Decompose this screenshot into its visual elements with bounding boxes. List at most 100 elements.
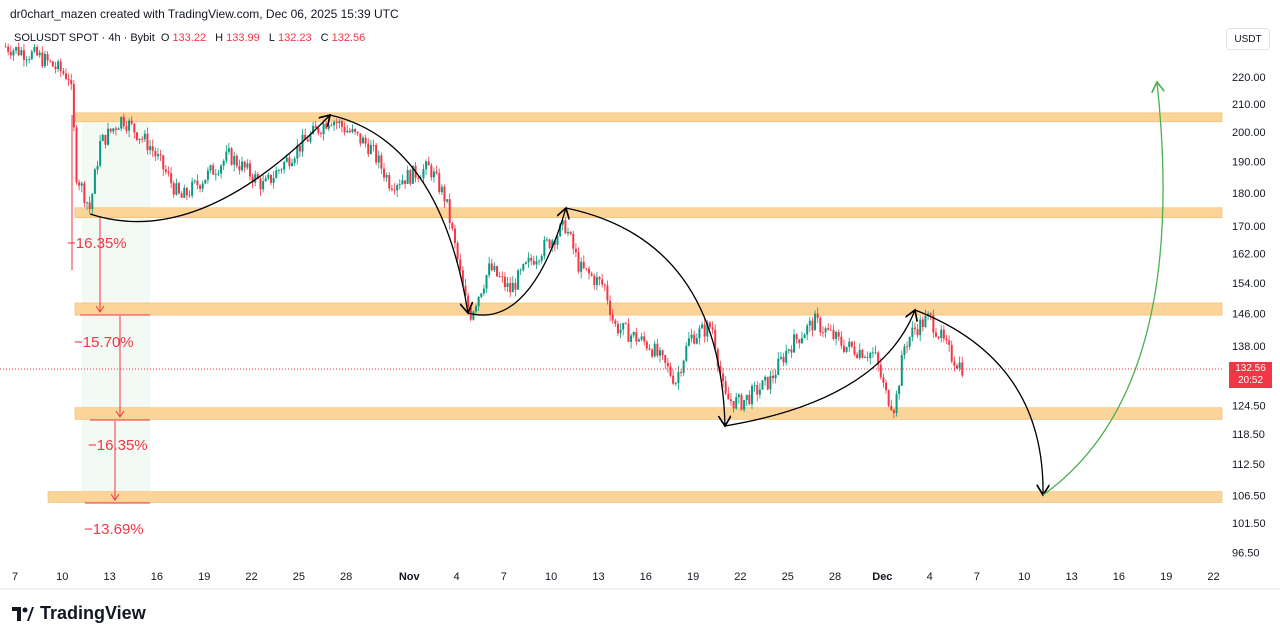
time-tick-label: 19 (687, 571, 699, 583)
time-tick-label: 10 (56, 571, 68, 583)
candle (475, 304, 478, 315)
candle-body (955, 365, 958, 369)
candle-body (506, 283, 509, 288)
candle (385, 172, 388, 182)
candle-body (835, 332, 838, 339)
candle (777, 352, 780, 376)
candle (919, 315, 922, 342)
candle (580, 257, 583, 279)
candle-body (590, 273, 593, 276)
candle (298, 145, 301, 158)
candle-body (393, 189, 396, 191)
candle (254, 170, 257, 187)
candle-body (685, 345, 688, 361)
candle (653, 340, 656, 358)
candle-body (46, 54, 49, 61)
candle (120, 116, 123, 132)
candle (230, 146, 233, 166)
candle-body (556, 236, 559, 245)
candle-body (821, 332, 824, 334)
candle (753, 381, 756, 392)
candle (246, 159, 249, 170)
candle-body (185, 188, 188, 196)
candle-body (443, 186, 446, 202)
candle (640, 332, 643, 342)
candle-body (714, 329, 717, 350)
candle (309, 131, 312, 144)
time-tick-label: 16 (640, 571, 652, 583)
candle (275, 166, 278, 179)
candle (4, 42, 7, 48)
candle (708, 320, 711, 329)
candle-body (438, 173, 441, 193)
candle-body (214, 174, 217, 175)
candle (241, 156, 244, 173)
candle-body (950, 345, 953, 362)
candle-body (369, 145, 372, 154)
price-tick-label: 170.00 (1232, 221, 1266, 233)
support-resistance-zone (74, 407, 1223, 420)
candle (375, 143, 378, 166)
candle (361, 135, 364, 144)
candle (7, 43, 10, 56)
candle (924, 309, 927, 328)
candle-body (456, 243, 459, 260)
candle-body (816, 313, 819, 318)
candle (172, 180, 175, 198)
price-tick-label: 154.00 (1232, 278, 1266, 290)
candle-body (645, 341, 648, 349)
candle (532, 255, 535, 266)
candle-body (898, 385, 901, 395)
candle-body (877, 352, 880, 365)
candle (327, 124, 330, 132)
price-tick-label: 162.00 (1232, 249, 1266, 261)
candle (885, 379, 888, 394)
candle (456, 240, 459, 265)
candle-body (524, 262, 527, 265)
candle-body (911, 327, 914, 338)
candle (609, 295, 612, 322)
measure-lines (71, 115, 150, 504)
candle (824, 326, 827, 338)
candle-body (480, 293, 483, 297)
candle-body (653, 343, 656, 357)
time-tick-label: 28 (829, 571, 841, 583)
candle-body (314, 125, 317, 129)
candle-body (530, 257, 533, 261)
candle-body (57, 61, 60, 69)
candle (735, 392, 738, 410)
support-resistance-zone (74, 112, 1223, 123)
candle (764, 375, 767, 386)
candle (112, 127, 115, 134)
candle (869, 351, 872, 365)
candle (574, 243, 577, 258)
candle-body (777, 358, 780, 375)
candle (104, 134, 107, 149)
symbol-title[interactable]: SOLUSDT SPOT · 4h · Bybit (14, 32, 155, 44)
candle-body (36, 46, 39, 56)
candle-body (603, 284, 606, 286)
currency-unit-button[interactable]: USDT (1226, 28, 1270, 50)
candle-body (375, 145, 378, 163)
candle-body (15, 47, 18, 51)
tradingview-logo[interactable]: TradingView (12, 603, 146, 624)
candle (856, 352, 859, 359)
candle (695, 333, 698, 345)
candle (506, 276, 509, 293)
candle (766, 376, 769, 391)
candle (848, 337, 851, 352)
candle (761, 380, 764, 390)
candle (740, 393, 743, 411)
candle-body (354, 129, 357, 132)
candle (906, 341, 909, 354)
candle-body (285, 157, 288, 163)
candle-body (248, 163, 251, 177)
candle (511, 276, 514, 293)
candle-body (59, 61, 62, 71)
candle (351, 124, 354, 134)
candle (798, 338, 801, 349)
candle-body (280, 169, 283, 171)
candle (772, 369, 775, 384)
candle (338, 118, 341, 129)
